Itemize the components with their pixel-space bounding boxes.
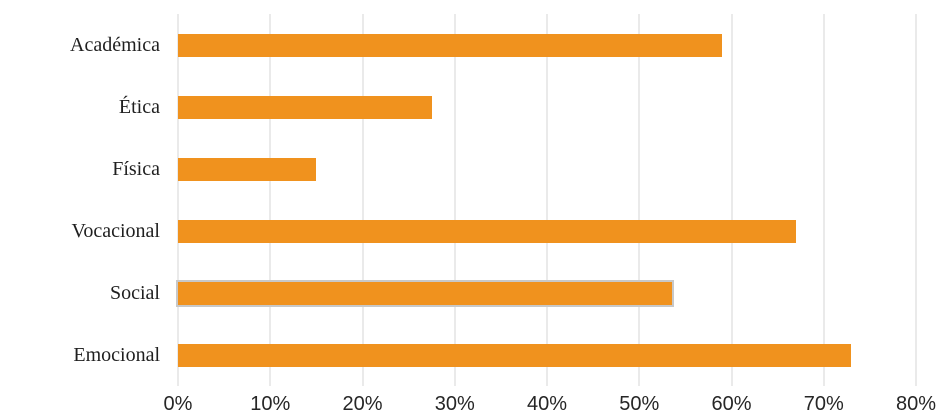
bar-row xyxy=(178,138,916,200)
bar-emocional xyxy=(178,343,852,367)
category-label: Física xyxy=(112,157,160,180)
category-label: Vocacional xyxy=(71,219,161,242)
x-tick-label: 10% xyxy=(250,393,291,415)
bar-etica xyxy=(178,95,432,119)
gridline-20% xyxy=(362,14,363,386)
bar-row xyxy=(178,14,916,76)
gridline-70% xyxy=(823,14,825,386)
x-tick-label: 50% xyxy=(619,393,660,415)
gridline-10% xyxy=(269,14,271,386)
x-tick-label: 60% xyxy=(711,393,752,415)
gridline-60% xyxy=(731,14,732,386)
bar-social-selected xyxy=(176,279,674,307)
bar-academica xyxy=(178,33,723,57)
gridline-50% xyxy=(638,14,640,386)
x-tick-label: 80% xyxy=(895,393,936,415)
x-tick-label: 30% xyxy=(434,393,475,415)
gridline-0% xyxy=(177,14,179,386)
bar-vocacional xyxy=(178,219,797,243)
plot-area xyxy=(176,14,917,386)
gridline-40% xyxy=(546,14,548,386)
x-tick-label: 20% xyxy=(342,393,383,415)
bar-row xyxy=(176,262,916,324)
category-label: Social xyxy=(110,281,160,304)
bar-row xyxy=(178,324,916,386)
x-tick-label: 70% xyxy=(803,393,844,415)
bar-row xyxy=(178,76,916,138)
gridline-80% xyxy=(915,14,917,386)
category-label: Emocional xyxy=(73,343,160,366)
category-label: Ética xyxy=(118,95,160,118)
bar-fisica xyxy=(178,157,317,181)
category-label: Académica xyxy=(70,33,160,56)
gridline-30% xyxy=(454,14,456,386)
x-axis: 0% 10% 20% 30% 40% 50% 60% 70% 80% xyxy=(164,393,936,419)
x-tick-label: 0% xyxy=(163,393,193,415)
bar-row xyxy=(178,200,916,262)
category-axis: Académica Ética Física Vocacional Social Emoc… xyxy=(0,14,160,386)
x-tick-label: 40% xyxy=(526,393,568,415)
